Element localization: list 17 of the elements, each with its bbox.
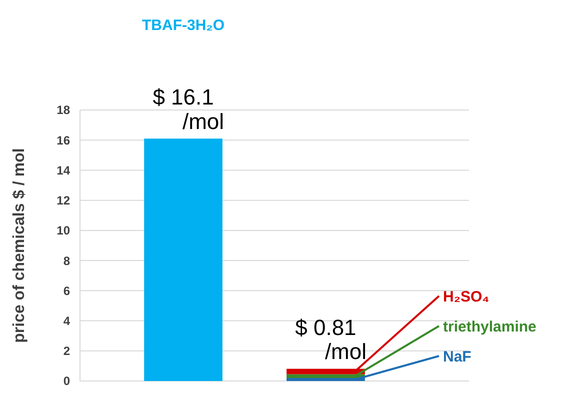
y-tick-label: 12 bbox=[56, 194, 70, 208]
y-tick-label: 0 bbox=[63, 374, 70, 388]
y-tick-label: 8 bbox=[63, 254, 70, 268]
y-axis-title: price of chemicals $ / mol bbox=[11, 148, 28, 343]
y-tick-label: 16 bbox=[56, 133, 70, 148]
text: H₂SO₄ bbox=[443, 288, 490, 306]
y-tick-label: 4 bbox=[63, 314, 70, 328]
text: TBAF-3H₂O bbox=[142, 17, 225, 34]
y-tick-label: 18 bbox=[56, 103, 70, 118]
total-label: $ 0.81 /mol bbox=[295, 314, 367, 364]
y-tick-label: 14 bbox=[56, 163, 70, 178]
y-tick-label: 6 bbox=[63, 284, 70, 298]
text: triethylamine bbox=[443, 318, 536, 336]
y-tick-label: 10 bbox=[56, 224, 70, 238]
y-tick-label: 2 bbox=[63, 344, 70, 358]
total-label: $ 16.1 /mol bbox=[152, 84, 224, 134]
text: NaF bbox=[443, 348, 472, 366]
